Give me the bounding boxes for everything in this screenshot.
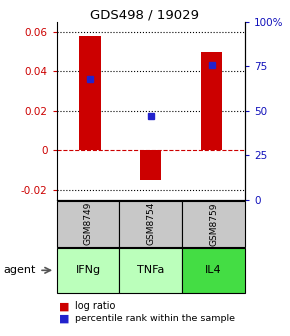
Bar: [140, 151, 162, 180]
Text: TNFa: TNFa: [137, 265, 164, 275]
Text: GDS498 / 19029: GDS498 / 19029: [90, 8, 200, 22]
Bar: [201, 51, 222, 151]
Text: percentile rank within the sample: percentile rank within the sample: [75, 314, 235, 323]
Text: IL4: IL4: [205, 265, 222, 275]
Bar: [79, 36, 101, 151]
Text: ■: ■: [59, 301, 70, 311]
Text: GSM8749: GSM8749: [84, 202, 93, 246]
Text: log ratio: log ratio: [75, 301, 116, 311]
Text: GSM8759: GSM8759: [209, 202, 218, 246]
Text: agent: agent: [3, 265, 35, 275]
Text: GSM8754: GSM8754: [146, 202, 155, 246]
Text: ■: ■: [59, 313, 70, 323]
Text: IFNg: IFNg: [75, 265, 101, 275]
